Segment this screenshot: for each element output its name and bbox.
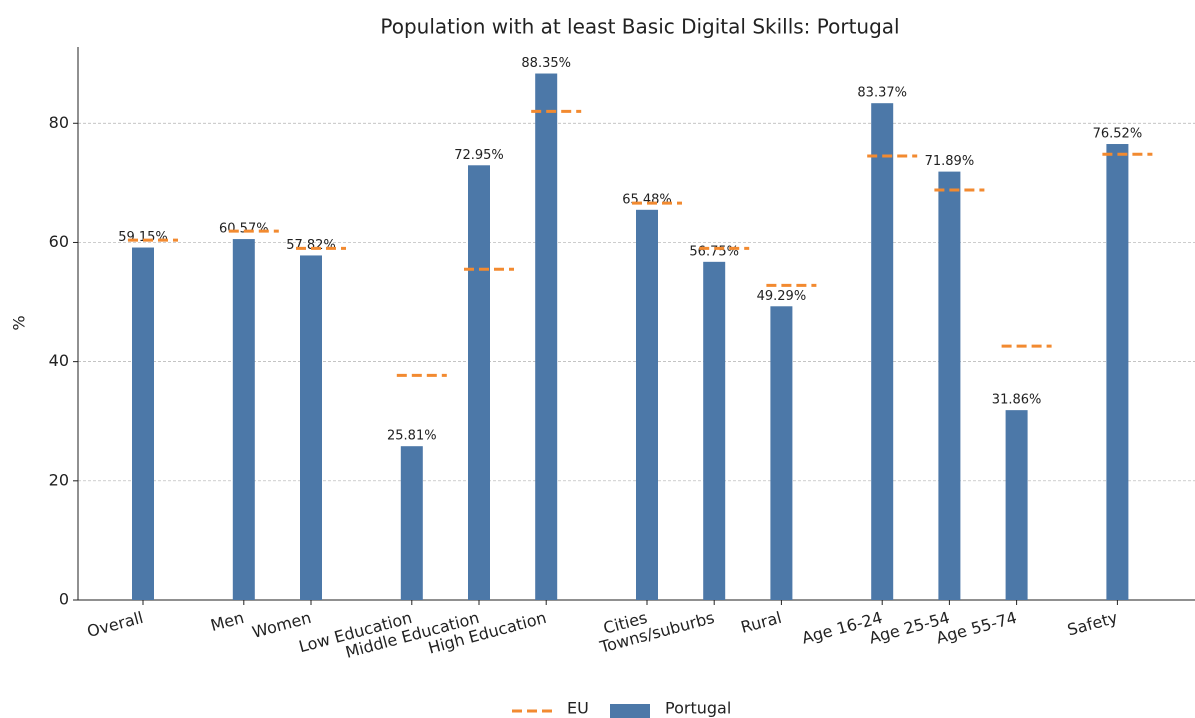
bar — [1106, 144, 1129, 600]
bar — [871, 103, 894, 601]
data-label: 59.15% — [118, 230, 168, 245]
data-label: 31.86% — [992, 393, 1042, 408]
y-tick-label: 0 — [59, 590, 69, 609]
data-label: 60.57% — [219, 222, 269, 237]
data-label: 88.35% — [521, 56, 571, 71]
bar — [468, 165, 490, 600]
bar — [300, 255, 322, 600]
x-tick-label: Safety — [1065, 608, 1119, 640]
y-tick-label: 60 — [49, 232, 69, 251]
bar — [132, 247, 154, 600]
data-label: 57.82% — [286, 238, 336, 253]
y-tick-label: 20 — [49, 470, 69, 489]
data-label: 76.52% — [1093, 127, 1143, 142]
bar — [703, 261, 726, 600]
y-tick-label: 40 — [49, 351, 69, 370]
legend-swatch — [610, 704, 650, 718]
bar — [636, 209, 658, 600]
data-label: 71.89% — [925, 154, 975, 169]
x-tick-label: Overall — [85, 608, 145, 641]
legend-label: EU — [567, 699, 589, 718]
data-label: 56.75% — [689, 244, 739, 259]
data-label: 25.81% — [387, 429, 437, 444]
y-axis-label: % — [10, 315, 29, 330]
data-label: 49.29% — [757, 289, 807, 304]
bar — [770, 306, 793, 600]
x-tick-label: Men — [208, 608, 246, 635]
chart-title: Population with at least Basic Digital S… — [380, 15, 899, 39]
bar — [1005, 410, 1028, 600]
legend-label: Portugal — [665, 699, 731, 718]
data-label: 72.95% — [454, 148, 504, 163]
x-tick-label: Rural — [739, 608, 784, 637]
y-tick-label: 80 — [49, 113, 69, 132]
bar — [938, 171, 961, 601]
data-label: 65.48% — [622, 192, 672, 207]
data-label: 83.37% — [857, 86, 907, 101]
bar — [232, 239, 255, 600]
bar — [400, 446, 423, 600]
bar — [535, 73, 558, 601]
